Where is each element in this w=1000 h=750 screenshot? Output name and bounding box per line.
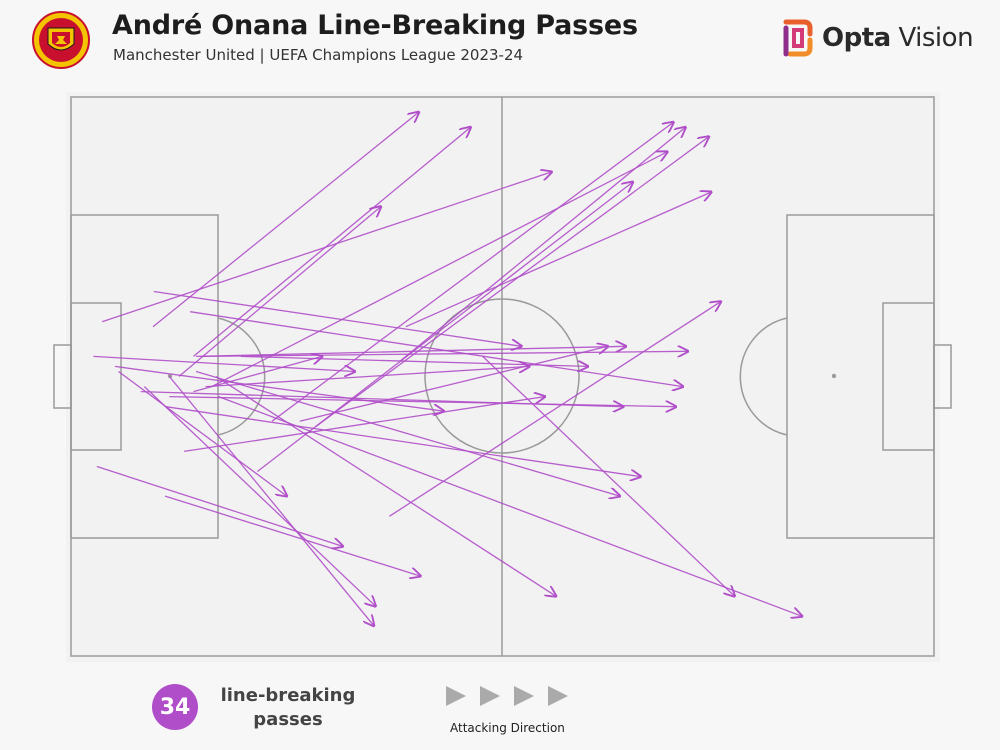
left-goal — [53, 344, 72, 409]
pass-arrow — [118, 370, 287, 497]
pass-arrow — [168, 376, 374, 626]
pass-arrow — [205, 366, 530, 388]
pass-arrow — [218, 395, 802, 617]
pass-arrow — [164, 495, 420, 576]
brand: Opta Vision — [780, 18, 974, 58]
pass-count-label-line2: passes — [253, 709, 323, 730]
pass-arrow — [215, 375, 556, 597]
pitch-markings — [53, 96, 952, 657]
centre-circle — [424, 298, 580, 454]
pass-arrow — [169, 395, 676, 407]
play-triangle-icon — [480, 686, 500, 706]
left-penalty-spot — [167, 373, 173, 379]
pass-arrow — [93, 355, 355, 371]
manchester-united-crest-icon — [32, 11, 90, 69]
brand-text: Opta Vision — [822, 23, 974, 53]
pass-count-label: line-breaking passes — [218, 684, 358, 732]
pitch-chart — [53, 92, 952, 662]
left-penalty-arc — [217, 317, 266, 436]
pass-arrow — [143, 386, 375, 607]
pass-arrow — [114, 365, 444, 411]
opta-logo-icon — [783, 19, 813, 57]
pass-arrow — [178, 207, 381, 377]
pass-arrow — [315, 137, 709, 427]
pass-arrow — [152, 112, 419, 328]
pass-arrow — [482, 355, 735, 596]
play-triangle-icon — [446, 686, 466, 706]
pass-arrow — [405, 192, 712, 328]
pass-arrow — [257, 182, 632, 473]
play-triangle-icon — [514, 686, 534, 706]
right-penalty-spot — [831, 373, 837, 379]
page-title: André Onana Line-Breaking Passes — [112, 10, 638, 41]
pass-arrow — [153, 290, 522, 347]
pitch-surface — [66, 92, 940, 662]
pass-count-label-line1: line-breaking — [220, 685, 356, 706]
pass-arrow — [184, 397, 545, 453]
pass-arrow — [96, 465, 343, 547]
pass-arrow — [196, 346, 626, 358]
pass-arrow — [389, 302, 720, 517]
page-subtitle: Manchester United | UEFA Champions Leagu… — [113, 46, 524, 64]
passes-layer — [93, 112, 802, 626]
pass-arrow — [190, 311, 683, 387]
pass-arrow — [271, 122, 673, 422]
brand-name-bold: Opta — [822, 23, 891, 53]
pass-arrow — [193, 127, 471, 357]
pass-arrow — [299, 346, 608, 422]
brand-name-light: Vision — [890, 23, 974, 53]
attacking-direction-arrows — [446, 686, 568, 706]
pass-arrow — [211, 152, 668, 388]
right-penalty-arc — [739, 317, 788, 436]
right-goal — [933, 344, 952, 409]
attacking-direction-label: Attacking Direction — [450, 721, 565, 735]
pass-arrow — [101, 172, 552, 323]
pass-arrow — [195, 370, 620, 497]
play-triangle-icon — [548, 686, 568, 706]
pass-count-badge: 34 — [152, 684, 198, 730]
pass-arrow — [193, 356, 323, 393]
pass-arrow — [165, 406, 641, 477]
